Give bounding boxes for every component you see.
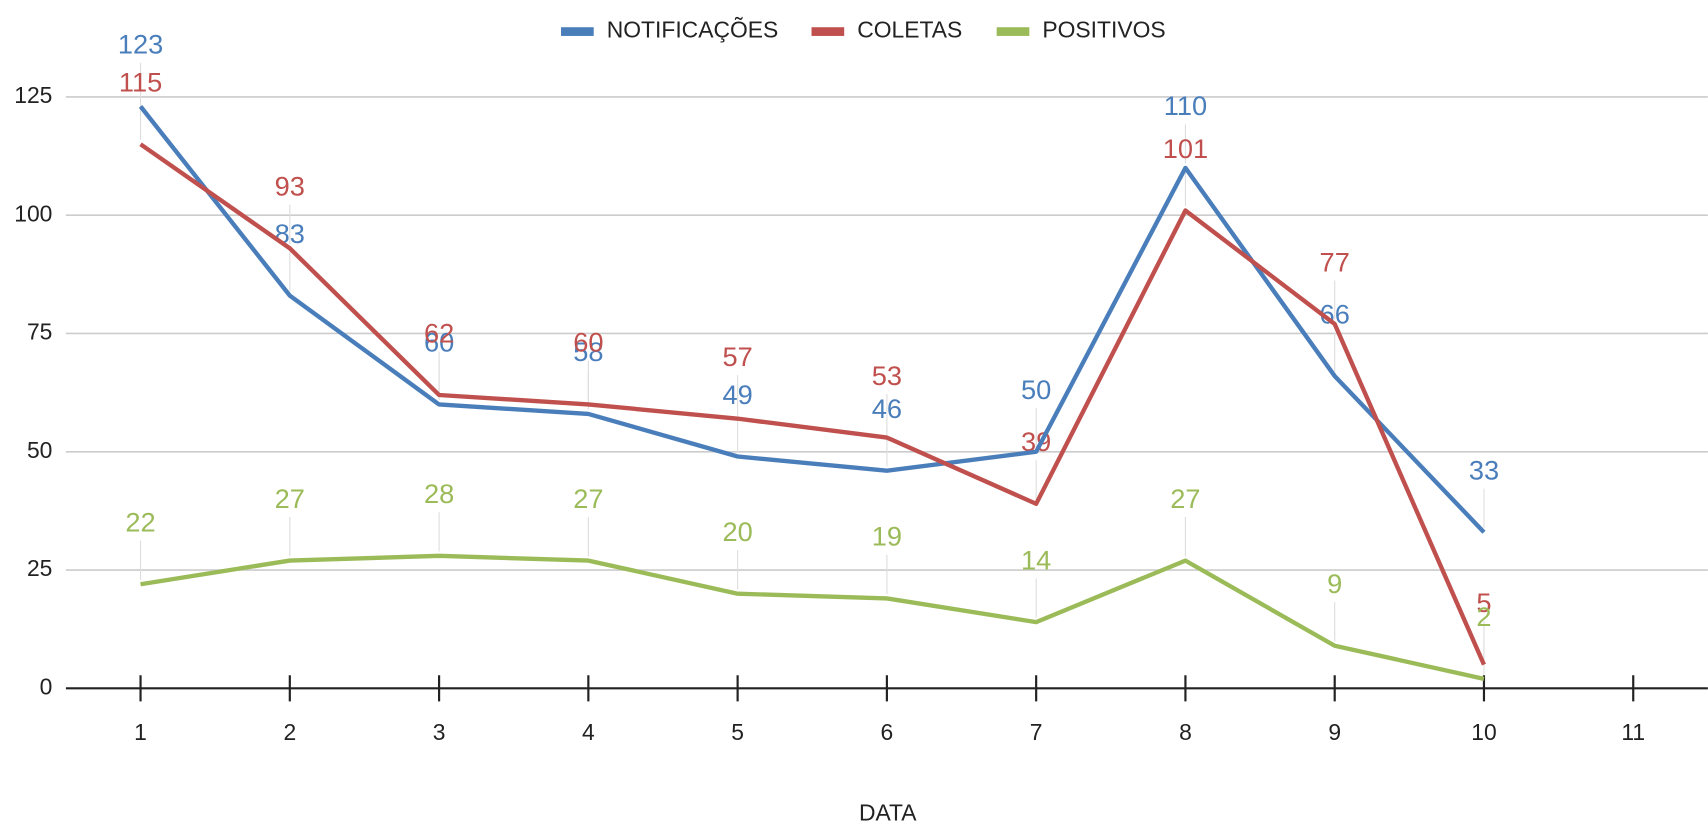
legend-label: COLETAS [857, 17, 962, 43]
x-tick-label: 9 [1328, 719, 1341, 745]
data-label: 20 [722, 516, 752, 547]
data-label: 22 [125, 507, 155, 538]
data-label: 110 [1164, 90, 1207, 121]
x-tick-label: 7 [1030, 719, 1043, 745]
x-axis-label: DATA [859, 800, 917, 826]
y-tick-label: 125 [14, 82, 52, 108]
data-label: 27 [573, 483, 603, 514]
legend-swatch [811, 27, 845, 36]
data-label: 33 [1469, 454, 1499, 485]
data-label: 9 [1327, 568, 1342, 599]
series-line [139, 142, 1486, 666]
data-label: 50 [1021, 374, 1051, 405]
x-tick-label: 8 [1179, 719, 1192, 745]
data-label: 101 [1163, 133, 1208, 164]
series-line [140, 553, 1485, 681]
data-label: 5 [1476, 587, 1491, 618]
data-label: 60 [573, 327, 603, 358]
legend-label: NOTIFICAÇÕES [607, 17, 778, 43]
data-label: 27 [1170, 483, 1200, 514]
data-label: 77 [1320, 246, 1350, 277]
x-tick-label: 3 [433, 719, 446, 745]
series-line [138, 105, 1486, 534]
data-label: 62 [424, 317, 454, 348]
data-label: 19 [872, 521, 902, 552]
data-label: 93 [275, 171, 305, 202]
data-label: 123 [118, 29, 163, 60]
data-label: 14 [1021, 544, 1051, 575]
x-tick-label: 5 [731, 719, 744, 745]
y-tick-label: 0 [40, 673, 53, 699]
legend-label: POSITIVOS [1042, 17, 1165, 43]
data-label: 27 [275, 483, 305, 514]
data-label: 53 [872, 360, 902, 391]
data-label: 28 [424, 478, 454, 509]
x-tick-label: 4 [582, 719, 595, 745]
y-tick-label: 25 [27, 555, 52, 581]
x-tick-label: 1 [134, 719, 147, 745]
data-label: 57 [722, 341, 752, 372]
legend-swatch [561, 27, 594, 36]
x-tick-label: 2 [283, 719, 296, 745]
x-tick-label: 11 [1621, 719, 1645, 745]
y-tick-label: 100 [14, 200, 52, 226]
x-tick-label: 6 [881, 719, 894, 745]
data-label: 115 [119, 67, 162, 98]
legend-swatch [996, 27, 1030, 36]
x-tick-label: 10 [1471, 719, 1496, 745]
data-label: 2 [1476, 601, 1491, 632]
y-tick-label: 50 [27, 437, 52, 463]
y-tick-label: 75 [27, 319, 52, 345]
